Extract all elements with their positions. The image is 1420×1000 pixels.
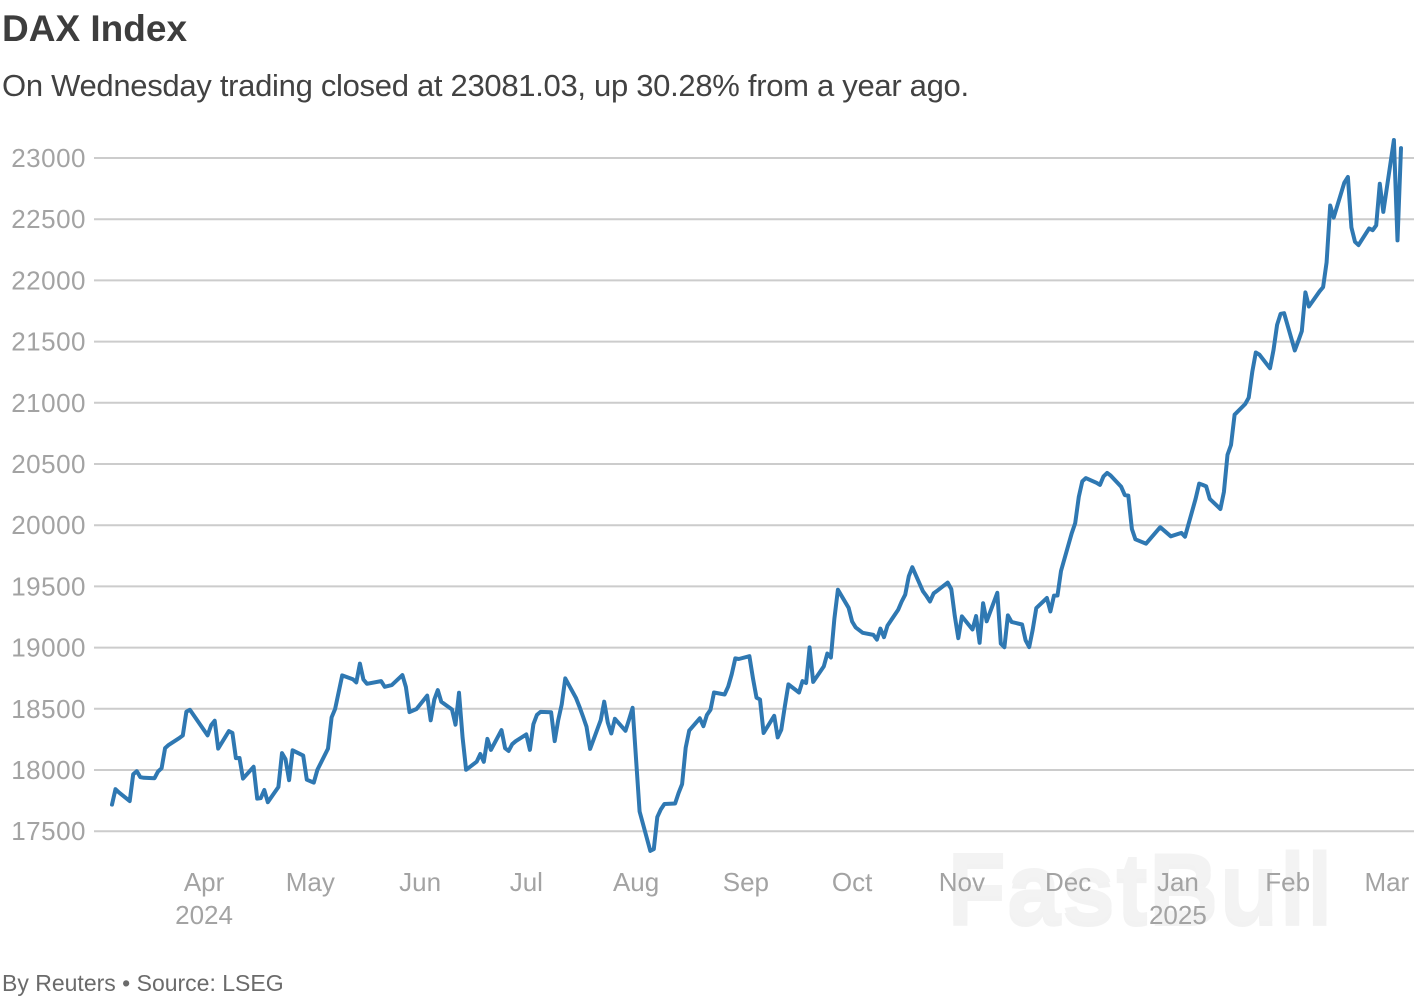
y-axis-tick-label: 17500 bbox=[11, 816, 86, 846]
y-axis-tick-label: 18500 bbox=[11, 694, 86, 724]
y-axis-tick-label: 19500 bbox=[11, 571, 86, 601]
x-axis-month-label: Dec bbox=[1045, 867, 1091, 897]
x-axis-year-label: 2024 bbox=[175, 900, 233, 930]
chart-subtitle: On Wednesday trading closed at 23081.03,… bbox=[2, 68, 969, 103]
y-axis-tick-label: 20000 bbox=[11, 510, 86, 540]
y-axis-tick-label: 21500 bbox=[11, 327, 86, 357]
fastbull-watermark: FastBull bbox=[947, 832, 1334, 942]
y-axis-tick-label: 18000 bbox=[11, 755, 86, 785]
x-axis-month-label: Mar bbox=[1364, 867, 1409, 897]
x-axis-month-label: Sep bbox=[723, 867, 769, 897]
x-axis-year-label: 2025 bbox=[1149, 900, 1207, 930]
x-axis-month-label: Aug bbox=[613, 867, 659, 897]
y-axis-tick-label: 20500 bbox=[11, 449, 86, 479]
price-line bbox=[110, 138, 1403, 853]
y-axis-tick-label: 19000 bbox=[11, 633, 86, 663]
x-axis-month-label: Jan bbox=[1157, 867, 1199, 897]
y-axis-tick-label: 23000 bbox=[11, 143, 86, 173]
x-axis-month-label: Feb bbox=[1265, 867, 1310, 897]
fastbull-watermark-shadow: FastBull bbox=[947, 837, 1334, 947]
x-axis-month-label: Jul bbox=[510, 867, 543, 897]
x-axis-month-label: Oct bbox=[832, 867, 873, 897]
x-axis-month-label: May bbox=[286, 867, 335, 897]
page-title: DAX Index bbox=[2, 8, 188, 49]
y-axis-tick-label: 22000 bbox=[11, 265, 86, 295]
source-credit: By Reuters • Source: LSEG bbox=[2, 970, 284, 996]
x-axis-month-label: Jun bbox=[399, 867, 441, 897]
x-axis-month-label: Apr bbox=[184, 867, 225, 897]
y-axis-tick-label: 21000 bbox=[11, 388, 86, 418]
y-axis-tick-label: 22500 bbox=[11, 204, 86, 234]
x-axis-month-label: Nov bbox=[939, 867, 985, 897]
